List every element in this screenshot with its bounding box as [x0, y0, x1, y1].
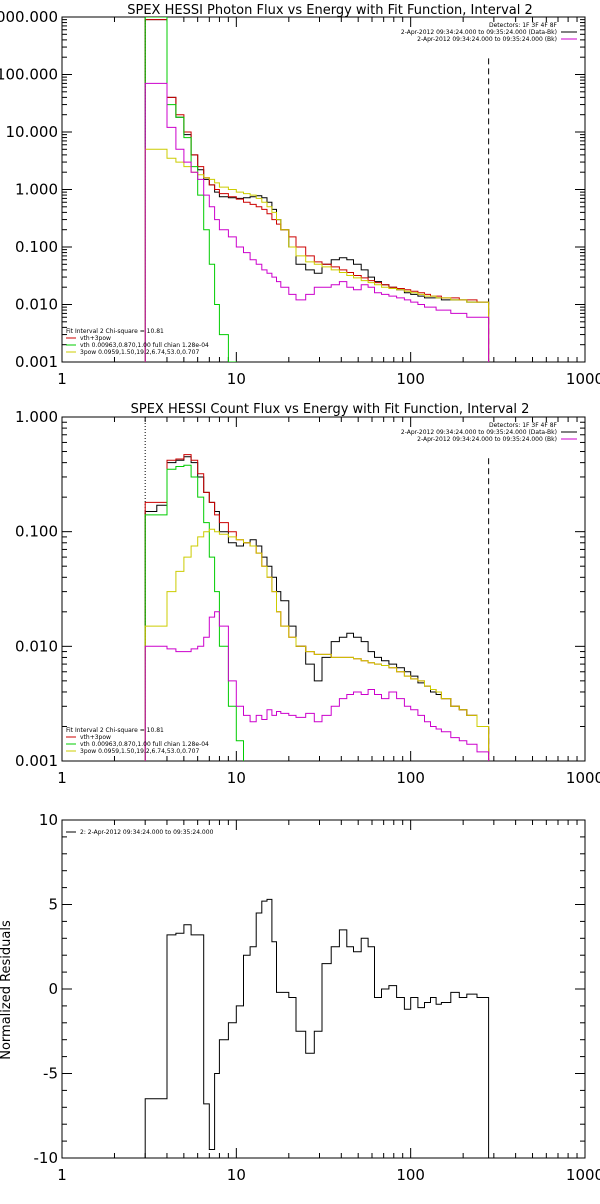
y-tick-label: -5 [43, 1065, 58, 1083]
y-tick-label: 1.000 [15, 408, 58, 426]
legend-right-text: 2-Apr-2012 09:34:24.000 to 09:35:24.000 … [401, 429, 557, 436]
y-tick-label: -10 [34, 1149, 59, 1167]
y-tick-label: 0.100 [15, 523, 58, 541]
count-plot-frame [61, 416, 586, 762]
count-series-vth [144, 464, 490, 761]
y-tick-label: 0.010 [15, 296, 58, 314]
y-tick-label: 0.001 [15, 752, 58, 770]
y-tick-label: 1000.000 [0, 8, 58, 26]
residual-series-residuals [144, 898, 490, 1158]
photon-series-vth-3pow [144, 19, 490, 362]
count-series-3pow [144, 528, 490, 761]
residual-plot-frame [61, 819, 586, 1159]
count-series-data-bk [144, 456, 490, 761]
residuals-y-label: Normalized Residuals [0, 920, 14, 1060]
count-series-vth-3pow [144, 454, 490, 761]
residuals-panel: Normalized Residuals 1 10 100 1000 -10 -5 0 5 10… [0, 811, 600, 1184]
legend-left-text: vth 0.00963,0.870,1.00 full chian 1.28e-… [80, 741, 209, 748]
photon-flux-title: SPEX HESSI Photon Flux vs Energy with Fi… [127, 3, 533, 18]
photon-plot-frame [61, 16, 586, 363]
x-tick-label: 1000 [566, 1166, 600, 1184]
y-tick-label: 0.010 [15, 637, 58, 655]
legend-left-text: 2: 2-Apr-2012 09:34:24.000 to 09:35:24.0… [80, 829, 214, 836]
y-tick-label: 1.000 [15, 181, 58, 199]
legend-left-text: Fit Interval 2 Chi-square = 10.81 [66, 727, 164, 734]
y-tick-label: 100.000 [0, 66, 58, 84]
x-tick-label: 1000 [566, 370, 600, 388]
x-tick-label: 1 [57, 370, 67, 388]
x-tick-label: 10 [227, 769, 246, 787]
legend-right-text: 2-Apr-2012 09:34:24.000 to 09:35:24.000 … [417, 36, 557, 43]
count-flux-title: SPEX HESSI Count Flux vs Energy with Fit… [131, 402, 530, 417]
y-tick-label: 5 [48, 896, 58, 914]
y-tick-label: 10 [39, 811, 58, 829]
legend-left-text: 3pow 0.0959,1.50,19.2,6.74,53.0,0.707 [80, 349, 199, 356]
x-tick-label: 100 [396, 769, 425, 787]
photon-flux-panel: SPEX HESSI Photon Flux vs Energy with Fi… [0, 3, 600, 388]
legend-left-text: 3pow 0.0959,1.50,19.2,6.74,53.0,0.707 [80, 748, 199, 755]
x-tick-label: 10 [227, 1166, 246, 1184]
count-flux-panel: SPEX HESSI Count Flux vs Energy with Fit… [15, 402, 600, 787]
legend-right-text: 2-Apr-2012 09:34:24.000 to 09:35:24.000 … [401, 29, 557, 36]
y-tick-label: 10.000 [6, 123, 59, 141]
y-tick-label: 0 [48, 980, 58, 998]
count-series-bk [144, 611, 490, 761]
legend-right-text: Detectors: 1F 3F 4F 8F [489, 422, 558, 429]
legend-left-text: Fit Interval 2 Chi-square = 10.81 [66, 328, 164, 335]
legend-left-text: vth 0.00963,0.870,1.00 full chian 1.28e-… [80, 342, 209, 349]
photon-series-vth [144, 17, 490, 362]
legend-right-text: Detectors: 1F 3F 4F 8F [489, 22, 558, 29]
x-tick-label: 100 [396, 1166, 425, 1184]
x-tick-label: 10 [227, 370, 246, 388]
photon-series-3pow [144, 148, 490, 362]
legend-right-text: 2-Apr-2012 09:34:24.000 to 09:35:24.000 … [417, 436, 557, 443]
x-tick-label: 1 [57, 769, 67, 787]
photon-series-bk [144, 82, 490, 362]
x-tick-label: 1 [57, 1166, 67, 1184]
y-tick-label: 0.100 [15, 238, 58, 256]
legend-left-text: vth+3pow [80, 734, 111, 741]
legend-left-text: vth+3pow [80, 335, 111, 342]
y-tick-label: 0.001 [15, 353, 58, 371]
x-tick-label: 100 [396, 370, 425, 388]
x-tick-label: 1000 [566, 769, 600, 787]
photon-series-data-bk [144, 19, 490, 362]
